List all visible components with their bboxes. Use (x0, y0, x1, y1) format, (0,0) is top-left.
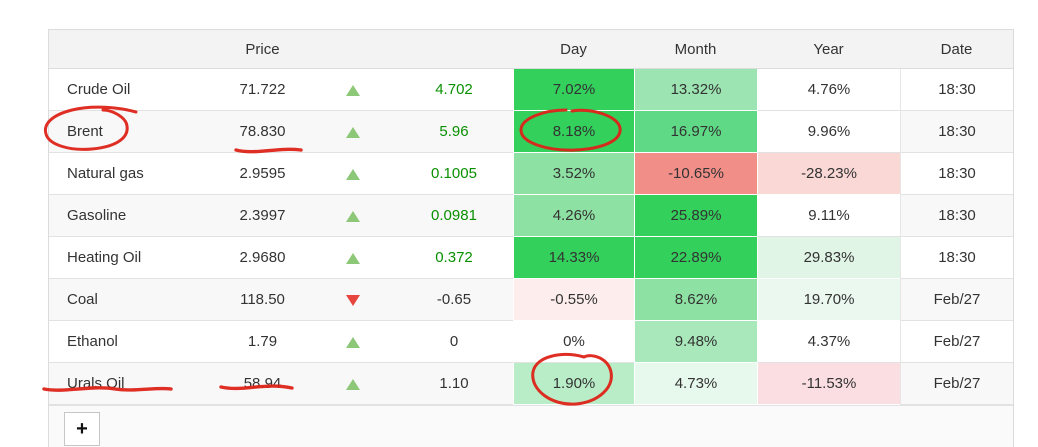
up-arrow-icon (345, 168, 360, 180)
header-price: Price (215, 30, 310, 69)
year-percent-cell: -11.53% (757, 363, 900, 405)
table-row[interactable]: Gasoline 2.3997 0.0981 4.26% 25.89% 9.11… (49, 195, 1013, 237)
day-percent-cell: 3.52% (513, 153, 634, 195)
header-day: Day (513, 30, 634, 69)
up-arrow-icon (345, 336, 360, 348)
up-arrow-icon (345, 84, 360, 96)
direction-cell (310, 111, 395, 153)
date-cell: Feb/27 (900, 363, 1013, 405)
date-cell: 18:30 (900, 153, 1013, 195)
up-arrow-icon (345, 210, 360, 222)
change-cell: 0.372 (395, 237, 513, 279)
day-percent-cell: 14.33% (513, 237, 634, 279)
year-percent-cell: 4.37% (757, 321, 900, 363)
day-percent-cell: -0.55% (513, 279, 634, 321)
direction-cell (310, 321, 395, 363)
change-cell: 0 (395, 321, 513, 363)
up-arrow-icon (345, 126, 360, 138)
price-cell: 118.50 (215, 279, 310, 321)
commodity-name-cell[interactable]: Coal (49, 279, 215, 321)
direction-cell (310, 153, 395, 195)
header-month: Month (634, 30, 757, 69)
day-percent-cell: 8.18% (513, 111, 634, 153)
year-percent-cell: 9.11% (757, 195, 900, 237)
month-percent-cell: 22.89% (634, 237, 757, 279)
table-header: Price Day Month Year Date (49, 30, 1013, 69)
price-cell: 2.9595 (215, 153, 310, 195)
commodity-name-cell[interactable]: Gasoline (49, 195, 215, 237)
month-percent-cell: 13.32% (634, 69, 757, 111)
change-cell: 5.96 (395, 111, 513, 153)
change-cell: 4.702 (395, 69, 513, 111)
change-cell: -0.65 (395, 279, 513, 321)
date-cell: 18:30 (900, 237, 1013, 279)
direction-cell (310, 195, 395, 237)
year-percent-cell: 29.83% (757, 237, 900, 279)
date-cell: Feb/27 (900, 279, 1013, 321)
up-arrow-icon (345, 378, 360, 390)
year-percent-cell: -28.23% (757, 153, 900, 195)
commodity-name-cell[interactable]: Urals Oil (49, 363, 215, 405)
month-percent-cell: -10.65% (634, 153, 757, 195)
month-percent-cell: 8.62% (634, 279, 757, 321)
header-name (49, 30, 215, 69)
table-row[interactable]: Crude Oil 71.722 4.702 7.02% 13.32% 4.76… (49, 69, 1013, 111)
month-percent-cell: 9.48% (634, 321, 757, 363)
commodities-table: Price Day Month Year Date Crude Oil 71.7… (48, 29, 1014, 447)
price-cell: 58.94 (215, 363, 310, 405)
year-percent-cell: 9.96% (757, 111, 900, 153)
month-percent-cell: 25.89% (634, 195, 757, 237)
day-percent-cell: 0% (513, 321, 634, 363)
table-row[interactable]: Coal 118.50 -0.65 -0.55% 8.62% 19.70% Fe… (49, 279, 1013, 321)
commodity-name-cell[interactable]: Natural gas (49, 153, 215, 195)
day-percent-cell: 1.90% (513, 363, 634, 405)
table-row[interactable]: Heating Oil 2.9680 0.372 14.33% 22.89% 2… (49, 237, 1013, 279)
header-date: Date (900, 30, 1013, 69)
direction-cell (310, 69, 395, 111)
table-row[interactable]: Ethanol 1.79 0 0% 9.48% 4.37% Feb/27 (49, 321, 1013, 363)
header-arrow (310, 30, 395, 69)
price-cell: 2.9680 (215, 237, 310, 279)
date-cell: Feb/27 (900, 321, 1013, 363)
header-change (395, 30, 513, 69)
table-footer: + (49, 405, 1013, 447)
table-body: Crude Oil 71.722 4.702 7.02% 13.32% 4.76… (49, 69, 1013, 405)
commodity-name-cell[interactable]: Ethanol (49, 321, 215, 363)
year-percent-cell: 19.70% (757, 279, 900, 321)
change-cell: 1.10 (395, 363, 513, 405)
month-percent-cell: 4.73% (634, 363, 757, 405)
down-arrow-icon (345, 294, 360, 306)
table-row[interactable]: Natural gas 2.9595 0.1005 3.52% -10.65% … (49, 153, 1013, 195)
table-row[interactable]: Brent 78.830 5.96 8.18% 16.97% 9.96% 18:… (49, 111, 1013, 153)
month-percent-cell: 16.97% (634, 111, 757, 153)
day-percent-cell: 7.02% (513, 69, 634, 111)
header-year: Year (757, 30, 900, 69)
commodity-name-cell[interactable]: Crude Oil (49, 69, 215, 111)
change-cell: 0.1005 (395, 153, 513, 195)
table-row[interactable]: Urals Oil 58.94 1.10 1.90% 4.73% -11.53%… (49, 363, 1013, 405)
direction-cell (310, 279, 395, 321)
commodity-name-cell[interactable]: Brent (49, 111, 215, 153)
date-cell: 18:30 (900, 195, 1013, 237)
date-cell: 18:30 (900, 111, 1013, 153)
add-commodity-button[interactable]: + (64, 411, 100, 446)
price-cell: 78.830 (215, 111, 310, 153)
year-percent-cell: 4.76% (757, 69, 900, 111)
date-cell: 18:30 (900, 69, 1013, 111)
up-arrow-icon (345, 252, 360, 264)
commodity-name-cell[interactable]: Heating Oil (49, 237, 215, 279)
day-percent-cell: 4.26% (513, 195, 634, 237)
direction-cell (310, 363, 395, 405)
change-cell: 0.0981 (395, 195, 513, 237)
price-cell: 71.722 (215, 69, 310, 111)
direction-cell (310, 237, 395, 279)
price-cell: 1.79 (215, 321, 310, 363)
price-cell: 2.3997 (215, 195, 310, 237)
